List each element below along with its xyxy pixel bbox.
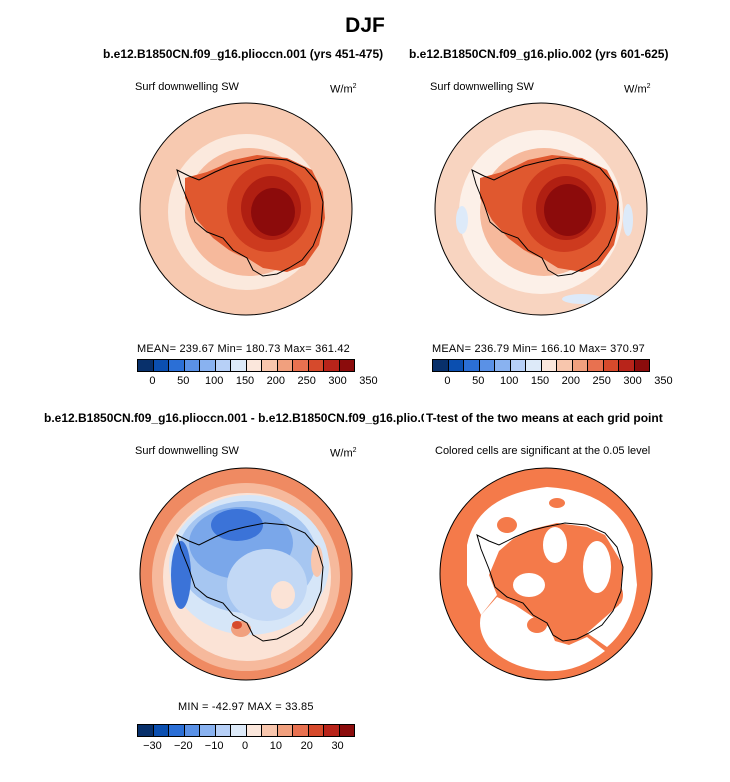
panel3-colorbar [137, 724, 355, 737]
panel3-polar-map [139, 467, 353, 681]
colorbar-tick-label: −10 [204, 740, 224, 752]
colorbar-swatch [588, 360, 604, 371]
colorbar-tick-label: 250 [592, 375, 611, 387]
colorbar-swatch [293, 360, 309, 371]
colorbar-swatch [324, 360, 340, 371]
panel2-subtitle: Surf downwelling SW [430, 81, 534, 93]
panel3-units: W/m2 [330, 447, 357, 460]
panel2-units: W/m2 [624, 83, 651, 96]
colorbar-tick-label: 100 [204, 375, 224, 387]
panel3-title: b.e12.B1850CN.f09_g16.plioccn.001 - b.e1… [44, 411, 441, 425]
colorbar-tick-label: 300 [623, 375, 642, 387]
colorbar-swatch [153, 360, 169, 371]
colorbar-swatch [184, 360, 200, 371]
panel4-significance-map [439, 467, 653, 681]
colorbar-swatch [138, 360, 154, 371]
colorbar-tick-label: 10 [269, 740, 282, 752]
colorbar-tick-label: 0 [444, 375, 451, 387]
colorbar-swatch [277, 360, 293, 371]
colorbar-swatch [277, 725, 293, 736]
panel1-stats: MEAN= 239.67 Min= 180.73 Max= 361.42 [137, 343, 350, 355]
colorbar-tick-label: 0 [149, 375, 156, 387]
colorbar-swatch [153, 725, 169, 736]
panel3-stats: MIN = -42.97 MAX = 33.85 [178, 701, 314, 713]
colorbar-swatch [433, 360, 449, 371]
panel2-stats: MEAN= 236.79 Min= 166.10 Max= 370.97 [432, 343, 645, 355]
colorbar-swatch [495, 360, 511, 371]
colorbar-swatch [526, 360, 542, 371]
figure-title: DJF [345, 14, 385, 37]
panel1-colorbar-ticks: 0 50 100 150 200 250 300 350 [137, 375, 377, 387]
panel2-colorbar [432, 359, 650, 372]
colorbar-tick-label: 200 [266, 375, 286, 387]
colorbar-swatch [324, 725, 340, 736]
colorbar-swatch [308, 725, 324, 736]
colorbar-tick-label: 100 [499, 375, 519, 387]
colorbar-swatch [246, 360, 262, 371]
colorbar-swatch [557, 360, 573, 371]
colorbar-swatch [262, 725, 278, 736]
colorbar-tick-label: 150 [530, 375, 550, 387]
colorbar-tick-label: 200 [561, 375, 581, 387]
colorbar-swatch [246, 725, 262, 736]
colorbar-swatch [169, 725, 185, 736]
colorbar-swatch [262, 360, 278, 371]
colorbar-swatch [231, 725, 247, 736]
panel3-subtitle: Surf downwelling SW [135, 445, 239, 457]
panel1-colorbar [137, 359, 355, 372]
colorbar-swatch [464, 360, 480, 371]
panel4-title: T-test of the two means at each grid poi… [424, 411, 663, 425]
colorbar-swatch [541, 360, 557, 371]
colorbar-tick-label: 300 [328, 375, 347, 387]
colorbar-tick-label: 0 [241, 740, 249, 752]
colorbar-tick-label: 50 [177, 375, 190, 387]
colorbar-swatch [510, 360, 526, 371]
colorbar-tick-label: 150 [235, 375, 255, 387]
colorbar-swatch [339, 360, 354, 371]
colorbar-swatch [169, 360, 185, 371]
colorbar-tick-label: −30 [143, 740, 162, 752]
colorbar-swatch [479, 360, 495, 371]
colorbar-swatch [619, 360, 635, 371]
colorbar-swatch [200, 725, 216, 736]
colorbar-tick-label: 350 [654, 375, 673, 387]
colorbar-swatch [200, 360, 216, 371]
panel1-subtitle: Surf downwelling SW [135, 81, 239, 93]
panel1-polar-map [139, 102, 353, 316]
colorbar-tick-label: 50 [472, 375, 485, 387]
colorbar-swatch [184, 725, 200, 736]
panel1-title: b.e12.B1850CN.f09_g16.plioccn.001 (yrs 4… [103, 47, 384, 61]
colorbar-swatch [138, 725, 154, 736]
colorbar-swatch [293, 725, 309, 736]
colorbar-swatch [231, 360, 247, 371]
panel2-colorbar-ticks: 0 50 100 150 200 250 300 350 [432, 375, 672, 387]
colorbar-swatch [308, 360, 324, 371]
panel1-units: W/m2 [330, 83, 357, 96]
colorbar-swatch [215, 360, 231, 371]
colorbar-swatch [448, 360, 464, 371]
colorbar-swatch [603, 360, 619, 371]
panel4-subtitle: Colored cells are significant at the 0.0… [435, 445, 651, 457]
colorbar-tick-label: 30 [331, 740, 344, 752]
colorbar-swatch [572, 360, 588, 371]
colorbar-tick-label: 20 [300, 740, 313, 752]
panel2-polar-map [434, 102, 648, 316]
colorbar-swatch [215, 725, 231, 736]
panel2-title: b.e12.B1850CN.f09_g16.plio.002 (yrs 601-… [409, 47, 669, 61]
panel3-colorbar-ticks: −30 −20 −10 0 10 20 30 [137, 740, 353, 752]
colorbar-swatch [339, 725, 354, 736]
colorbar-tick-label: 350 [359, 375, 378, 387]
colorbar-swatch [634, 360, 649, 371]
colorbar-tick-label: −20 [173, 740, 193, 752]
colorbar-tick-label: 250 [297, 375, 316, 387]
